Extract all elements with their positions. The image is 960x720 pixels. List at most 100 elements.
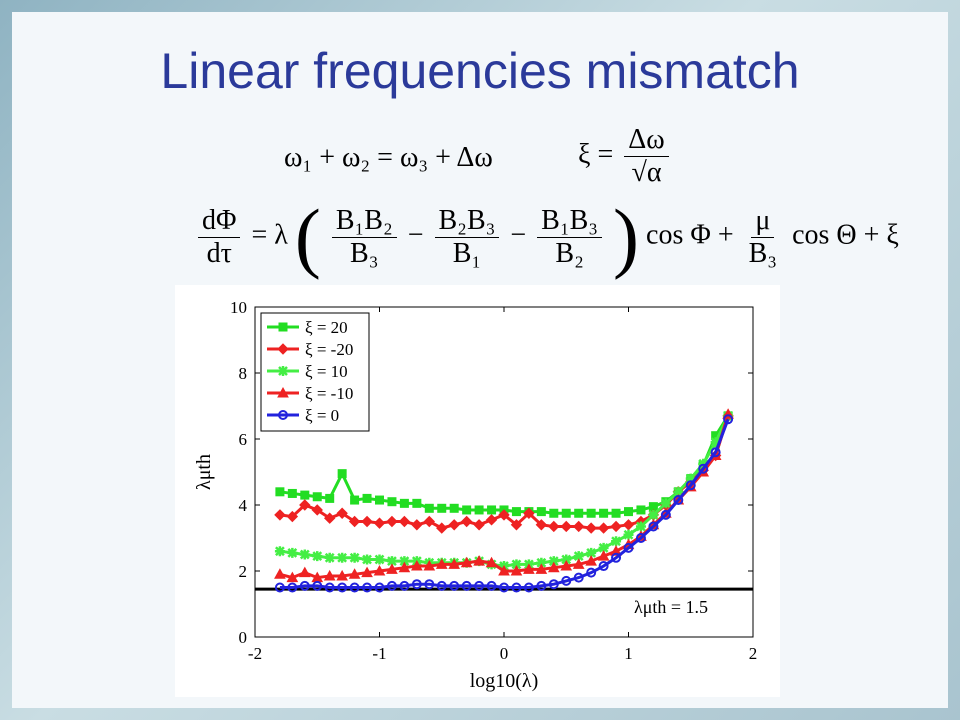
data-point	[486, 580, 497, 591]
chart-container: -2 -1 0 1 2 0 2 4 6 8 10 log10(λ) λμth λμth = 1.5 ξ = …	[175, 285, 780, 697]
data-point	[635, 521, 646, 532]
eq3-equals: = λ	[251, 219, 288, 251]
data-point	[485, 556, 498, 568]
eq3-cos-phi: cos Φ +	[646, 219, 734, 251]
data-point	[374, 582, 385, 593]
data-point	[523, 563, 535, 574]
eq3-term1: B₁B₂ B₃	[331, 205, 397, 270]
data-point	[474, 505, 484, 515]
data-point	[574, 508, 584, 518]
data-point	[473, 555, 485, 566]
data-point	[324, 552, 335, 563]
legend-entry: ξ = 0	[305, 406, 339, 425]
data-point	[487, 505, 497, 515]
data-point	[673, 495, 684, 506]
equation-xi-fraction: Δω √α	[624, 124, 669, 189]
data-point	[323, 512, 336, 524]
data-point	[325, 493, 335, 503]
data-point	[460, 515, 473, 528]
y-tick-label: 4	[239, 496, 248, 515]
data-point	[597, 522, 610, 534]
data-point	[274, 568, 286, 579]
data-point	[611, 536, 622, 547]
data-point	[361, 515, 373, 528]
data-point	[312, 492, 322, 502]
data-point	[549, 508, 559, 518]
data-point	[498, 564, 510, 576]
data-point	[436, 580, 447, 591]
legend-marker	[277, 386, 289, 398]
legend-marker	[278, 322, 288, 332]
x-tick-label: 2	[749, 644, 758, 663]
data-point	[635, 533, 646, 543]
data-point	[510, 564, 523, 576]
data-point	[510, 519, 523, 531]
data-point	[586, 567, 597, 578]
data-point	[336, 569, 348, 581]
data-point	[299, 580, 310, 591]
data-point	[648, 509, 659, 520]
data-point	[374, 554, 385, 565]
reference-annotation: λμth = 1.5	[634, 597, 708, 617]
data-point	[448, 519, 460, 531]
x-axis-label: log10(λ)	[470, 670, 539, 692]
data-point	[423, 560, 436, 571]
data-point	[611, 508, 621, 518]
data-point	[523, 507, 535, 519]
data-point	[362, 582, 373, 593]
data-point	[436, 522, 448, 534]
data-point	[348, 568, 361, 579]
data-point	[435, 558, 448, 569]
eq3-minus-2: −	[510, 219, 527, 251]
data-point	[311, 504, 323, 516]
data-point	[337, 552, 348, 563]
eq3-right-paren: )	[613, 193, 640, 280]
y-tick-label: 2	[239, 562, 248, 581]
data-point	[460, 556, 473, 568]
data-point	[399, 498, 409, 508]
data-point	[698, 463, 709, 474]
eq3-lhs: dΦ dτ	[198, 205, 241, 270]
data-point	[462, 505, 472, 515]
legend-marker	[278, 366, 288, 376]
data-point	[361, 566, 373, 578]
data-point	[474, 580, 485, 591]
legend-entry: ξ = 20	[305, 318, 348, 337]
data-point	[536, 580, 547, 591]
data-point	[624, 507, 633, 517]
equation-phase: dΦ dτ = λ ( B₁B₂ B₃ − B₂B₃ B₁ − B₁B₃ B₂ …	[194, 198, 899, 276]
data-point	[298, 566, 311, 578]
equation-xi: ξ = Δω √α	[578, 124, 673, 189]
legend-marker	[278, 410, 288, 420]
eq3-lhs-num: dΦ	[198, 205, 241, 238]
equation-xi-denominator: √α	[631, 157, 662, 188]
data-point	[300, 490, 310, 500]
data-point	[274, 582, 285, 593]
data-point	[723, 414, 734, 425]
eq3-term1-den: B₃	[350, 237, 379, 269]
data-point	[411, 560, 423, 571]
data-point	[337, 469, 347, 479]
data-point	[572, 558, 585, 569]
data-point	[660, 509, 671, 520]
eq3-mu-den: B₃	[748, 237, 778, 269]
data-point	[411, 579, 422, 590]
eq3-left-paren: (	[294, 193, 321, 280]
y-tick-label: 10	[230, 298, 247, 317]
eq3-term3: B₁B₃ B₂	[537, 205, 603, 270]
data-point	[573, 572, 584, 583]
data-point	[287, 547, 298, 558]
legend-marker	[277, 343, 289, 355]
data-point	[424, 503, 434, 513]
data-point	[274, 509, 286, 521]
data-point	[299, 499, 311, 511]
data-point	[548, 520, 560, 533]
data-point	[572, 520, 585, 533]
y-tick-label: 0	[239, 628, 248, 647]
data-point	[623, 529, 634, 540]
data-point	[286, 571, 299, 583]
legend-entry: ξ = -10	[305, 384, 353, 403]
data-point	[386, 515, 398, 528]
data-point	[523, 582, 534, 593]
data-point	[610, 520, 622, 533]
